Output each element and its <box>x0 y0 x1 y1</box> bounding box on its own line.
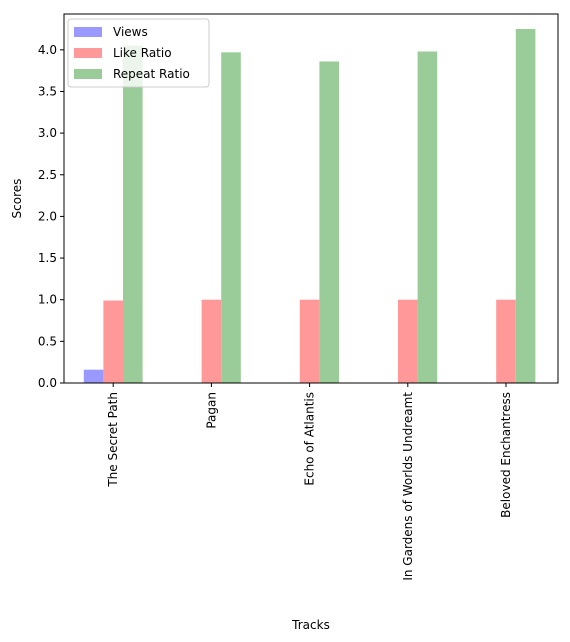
bar-repeat-ratio-pagan <box>221 52 241 383</box>
legend: Views Like Ratio Repeat Ratio <box>67 18 210 88</box>
y-tick-label: 3.5 <box>38 84 57 98</box>
bar-repeat-ratio-echo-of-atlantis <box>319 61 339 384</box>
y-tick-label: 0.5 <box>38 334 57 348</box>
y-tick-label: 1.5 <box>38 251 57 265</box>
legend-swatch-repeat-ratio <box>74 69 102 79</box>
legend-label-like-ratio: Like Ratio <box>113 46 172 60</box>
bar-views-the-secret-path <box>83 369 104 383</box>
legend-swatch-views <box>74 27 102 37</box>
legend-label-repeat-ratio: Repeat Ratio <box>113 67 190 81</box>
legend-swatch-like-ratio <box>74 48 102 58</box>
y-tick-label: 3.0 <box>38 126 57 140</box>
legend-box <box>67 18 210 88</box>
y-axis-ticks: 0.0 0.5 1.0 1.5 2.0 2.5 3.0 3.5 4.0 <box>38 43 64 390</box>
bar-like-ratio-in-gardens-of-worlds-undreamt <box>398 299 418 383</box>
bar-like-ratio-the-secret-path <box>103 300 123 383</box>
x-tick-label: Pagan <box>204 392 218 429</box>
bars-group <box>83 28 536 384</box>
bar-like-ratio-echo-of-atlantis <box>299 299 320 383</box>
bar-repeat-ratio-the-secret-path <box>123 45 143 383</box>
x-tick-label: The Secret Path <box>106 392 120 488</box>
x-axis-ticks: The Secret Path Pagan Echo of Atlantis In G… <box>106 383 513 581</box>
y-axis-label: Scores <box>10 179 24 219</box>
bar-repeat-ratio-in-gardens-of-worlds-undreamt <box>417 51 438 384</box>
bar-repeat-ratio-beloved-enchantress <box>515 28 536 384</box>
x-tick-label: In Gardens of Worlds Undreamt <box>401 392 415 581</box>
y-tick-label: 2.5 <box>38 168 57 182</box>
bar-like-ratio-pagan <box>201 299 222 383</box>
legend-label-views: Views <box>113 25 148 39</box>
bar-like-ratio-beloved-enchantress <box>496 299 516 383</box>
y-tick-label: 0.0 <box>38 376 57 390</box>
x-tick-label: Echo of Atlantis <box>303 392 317 486</box>
y-tick-label: 1.0 <box>38 293 57 307</box>
y-tick-label: 4.0 <box>38 43 57 57</box>
axes-frame <box>63 13 559 384</box>
x-axis-label: Tracks <box>291 618 330 632</box>
x-tick-label: Beloved Enchantress <box>499 392 513 518</box>
y-tick-label: 2.0 <box>38 209 57 223</box>
